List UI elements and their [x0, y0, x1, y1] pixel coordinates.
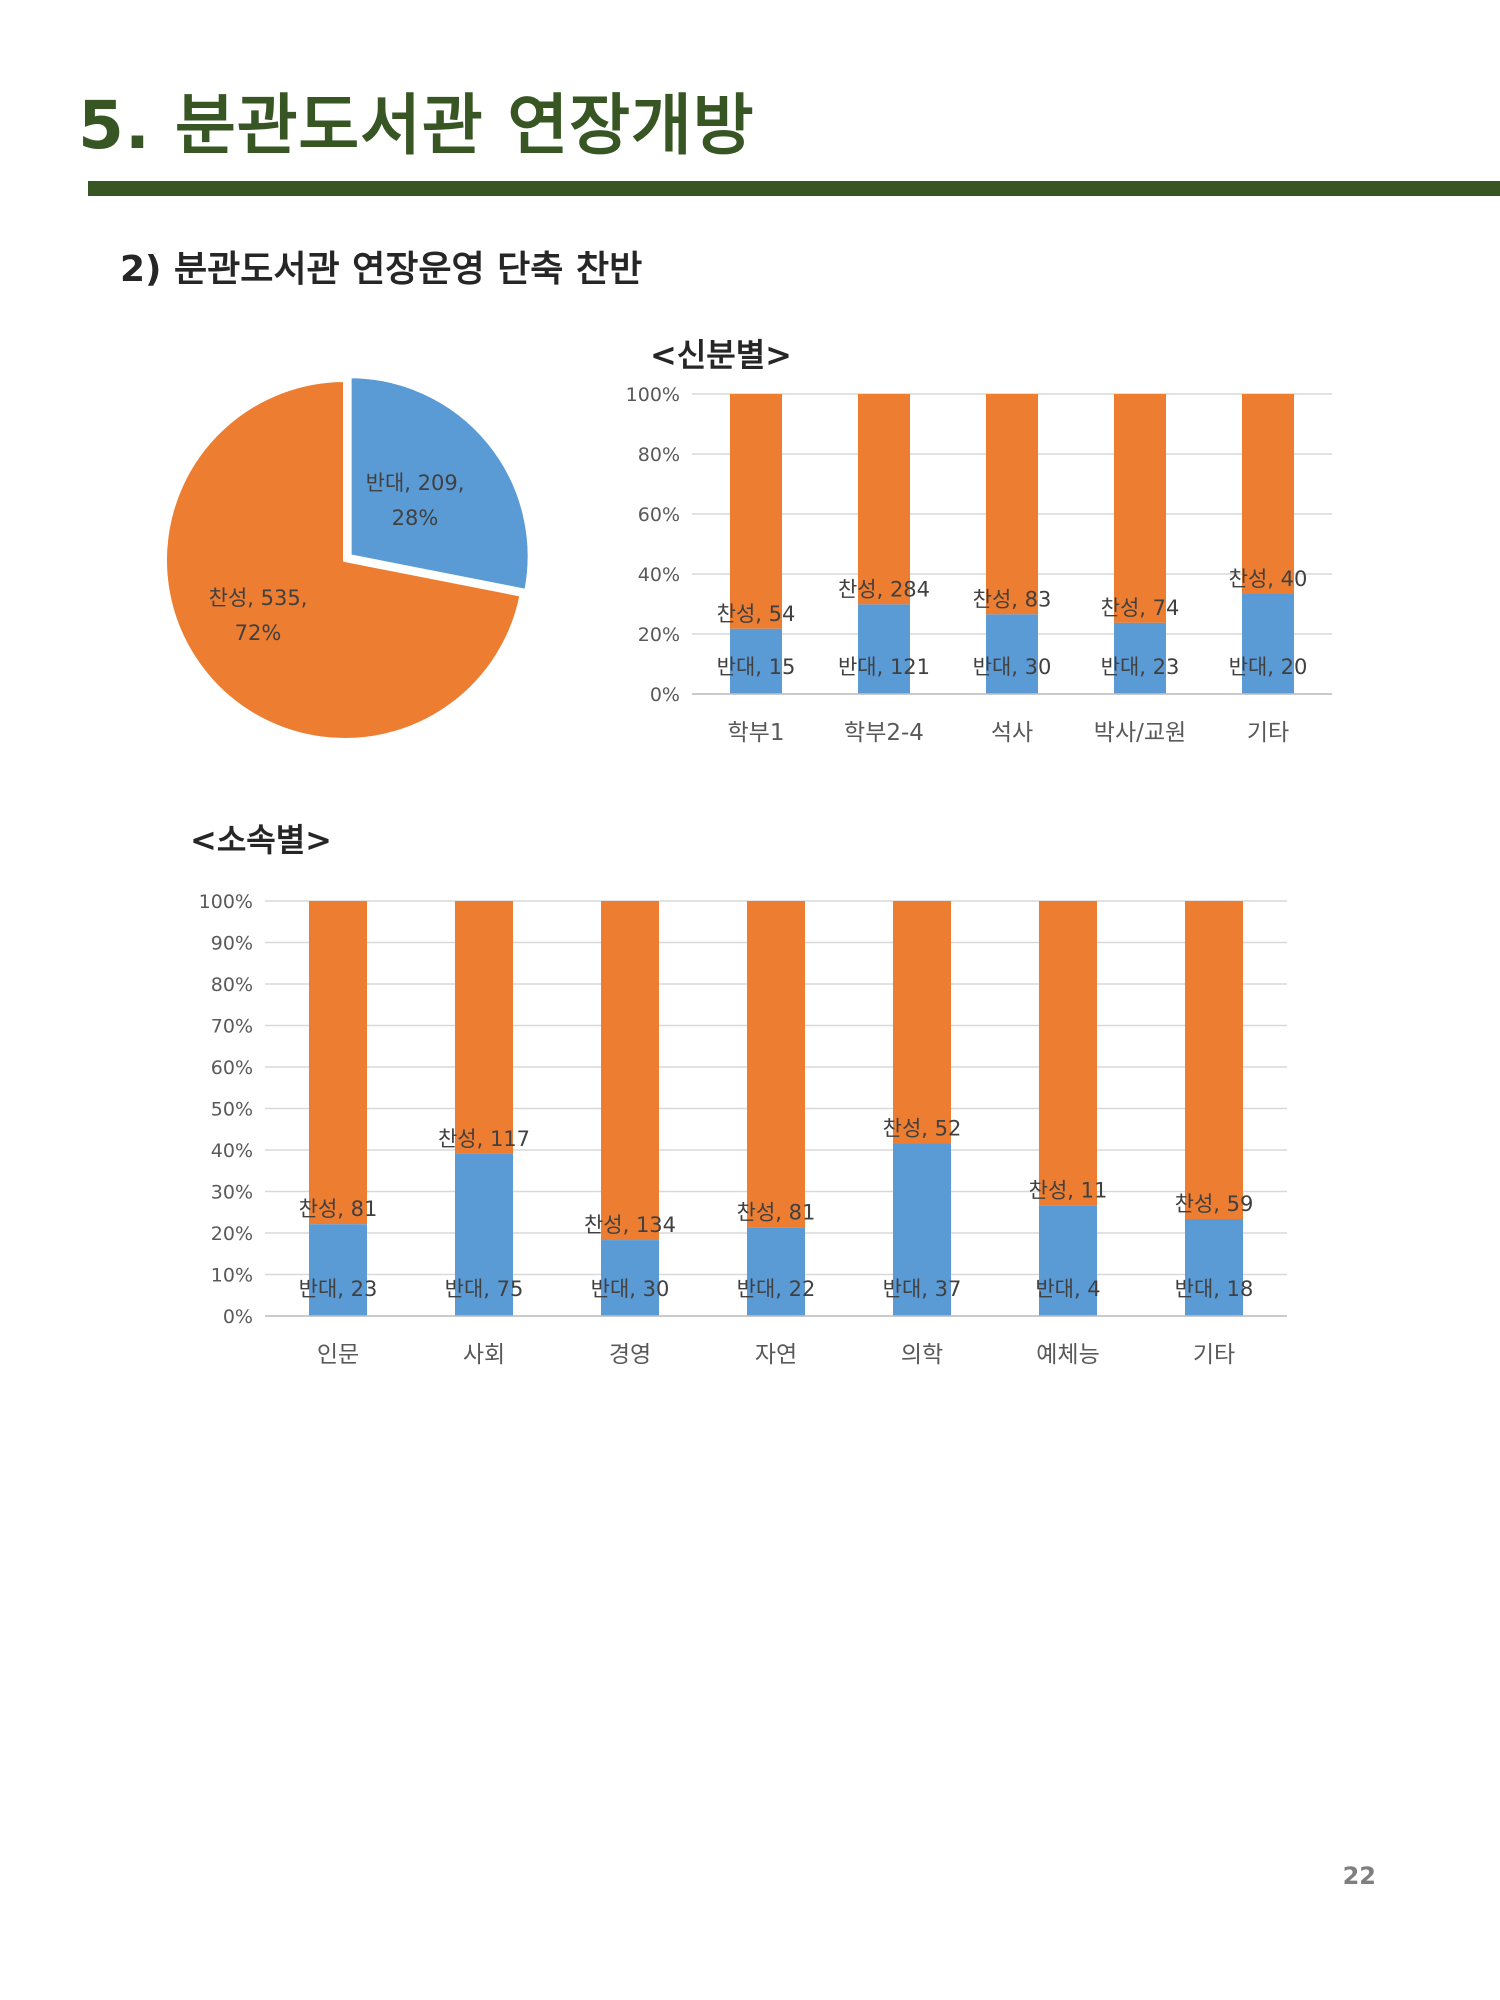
title-rule [88, 181, 1500, 196]
bar-oppose [1039, 1205, 1097, 1316]
bar-agree [730, 394, 782, 629]
bar-agree [1185, 901, 1243, 1219]
data-label-oppose: 반대, 121 [838, 655, 930, 679]
data-label-agree: 찬성, 52 [883, 1116, 962, 1140]
x-category-label: 의학 [901, 1342, 943, 1368]
bar-agree [986, 394, 1038, 615]
y-tick-label: 0% [223, 1306, 253, 1328]
x-category-label: 예체능 [1036, 1342, 1099, 1368]
x-category-label: 박사/교원 [1094, 720, 1186, 746]
data-label-agree: 찬성, 284 [838, 577, 930, 601]
data-label-agree: 찬성, 81 [737, 1200, 816, 1224]
data-label-oppose: 반대, 4 [1035, 1277, 1100, 1301]
data-label-agree: 찬성, 11 [1029, 1178, 1108, 1202]
pie-slice-agree [163, 377, 524, 742]
bar-agree [601, 901, 659, 1241]
bar-agree [1242, 394, 1294, 594]
data-label-agree: 찬성, 134 [584, 1213, 676, 1237]
page-number: 22 [1342, 1862, 1376, 1890]
x-category-label: 사회 [463, 1342, 505, 1368]
bar-agree [858, 394, 910, 605]
y-tick-label: 10% [211, 1265, 253, 1287]
y-tick-label: 80% [211, 974, 253, 996]
bar-oppose [1242, 594, 1294, 694]
x-category-label: 기타 [1193, 1342, 1235, 1368]
bar-agree [893, 901, 951, 1144]
x-category-label: 기타 [1247, 720, 1289, 746]
y-tick-label: 100% [199, 891, 253, 913]
pie-percent-agree: 72% [235, 621, 282, 645]
data-label-oppose: 반대, 23 [1101, 655, 1180, 679]
bar-oppose [730, 628, 782, 694]
bar-oppose [455, 1153, 513, 1316]
status-chart-heading: <신분별> [650, 336, 792, 374]
pie-slice-oppose [347, 374, 532, 594]
pie-label-oppose: 반대, 209, [366, 471, 465, 495]
page-title: 5. 분관도서관 연장개방 [78, 87, 755, 164]
data-label-oppose: 반대, 23 [299, 1277, 378, 1301]
y-tick-label: 60% [211, 1057, 253, 1079]
affiliation-chart-heading: <소속별> [190, 821, 332, 859]
y-tick-label: 30% [211, 1182, 253, 1204]
y-tick-label: 40% [211, 1140, 253, 1162]
data-label-oppose: 반대, 75 [445, 1277, 524, 1301]
data-label-agree: 찬성, 81 [299, 1197, 378, 1221]
pie-percent-oppose: 28% [392, 506, 439, 530]
x-category-label: 학부1 [728, 720, 785, 746]
y-tick-label: 80% [638, 444, 680, 466]
y-tick-label: 50% [211, 1099, 253, 1121]
x-category-label: 자연 [755, 1342, 797, 1368]
bar-agree [1039, 901, 1097, 1206]
data-label-agree: 찬성, 117 [438, 1127, 530, 1151]
data-label-oppose: 반대, 18 [1175, 1277, 1254, 1301]
affiliation-stacked-bar-chart: 0% 10% 20% 30% 40% 50% 60% 70% 80% 90% 100% 반대, 23 찬… [199, 891, 1287, 1368]
data-label-oppose: 반대, 30 [591, 1277, 670, 1301]
data-label-agree: 찬성, 54 [717, 602, 796, 626]
data-label-oppose: 반대, 37 [883, 1277, 962, 1301]
bar-agree [1114, 394, 1166, 623]
pie-label-agree: 찬성, 535, [209, 586, 308, 610]
data-label-agree: 찬성, 74 [1101, 596, 1180, 620]
bar-agree [309, 901, 367, 1225]
status-stacked-bar-chart: 0% 20% 40% 60% 80% 100% 반대, 15 찬성, 54 학부1 반대, 121… [626, 384, 1332, 746]
y-tick-label: 90% [211, 933, 253, 955]
overall-pie-chart: 반대, 209, 28% 찬성, 535, 72% [163, 374, 532, 742]
data-label-oppose: 반대, 30 [973, 655, 1052, 679]
data-label-oppose: 반대, 22 [737, 1277, 816, 1301]
y-tick-label: 0% [650, 684, 680, 706]
data-label-oppose: 반대, 15 [717, 655, 796, 679]
x-category-label: 석사 [991, 720, 1033, 746]
x-category-label: 경영 [609, 1342, 651, 1368]
data-label-agree: 찬성, 83 [973, 587, 1052, 611]
y-tick-label: 100% [626, 384, 680, 406]
y-tick-label: 20% [211, 1223, 253, 1245]
bar-oppose [1114, 622, 1166, 694]
x-category-label: 인문 [317, 1342, 359, 1368]
data-label-oppose: 반대, 20 [1229, 655, 1308, 679]
section-title: 2) 분관도서관 연장운영 단축 찬반 [120, 249, 643, 290]
data-label-agree: 찬성, 40 [1229, 567, 1308, 591]
bar-oppose [309, 1224, 367, 1316]
data-label-agree: 찬성, 59 [1175, 1192, 1254, 1216]
bar-agree [747, 901, 805, 1228]
y-tick-label: 40% [638, 564, 680, 586]
bar-oppose [1185, 1218, 1243, 1316]
bar-oppose [893, 1143, 951, 1316]
y-tick-label: 20% [638, 624, 680, 646]
y-tick-label: 60% [638, 504, 680, 526]
bar-agree [455, 901, 513, 1154]
bar-oppose [986, 614, 1038, 694]
bar-oppose [747, 1227, 805, 1316]
x-category-label: 학부2-4 [844, 720, 924, 746]
bar-oppose [601, 1240, 659, 1316]
y-tick-label: 70% [211, 1016, 253, 1038]
bar-oppose [858, 604, 910, 694]
